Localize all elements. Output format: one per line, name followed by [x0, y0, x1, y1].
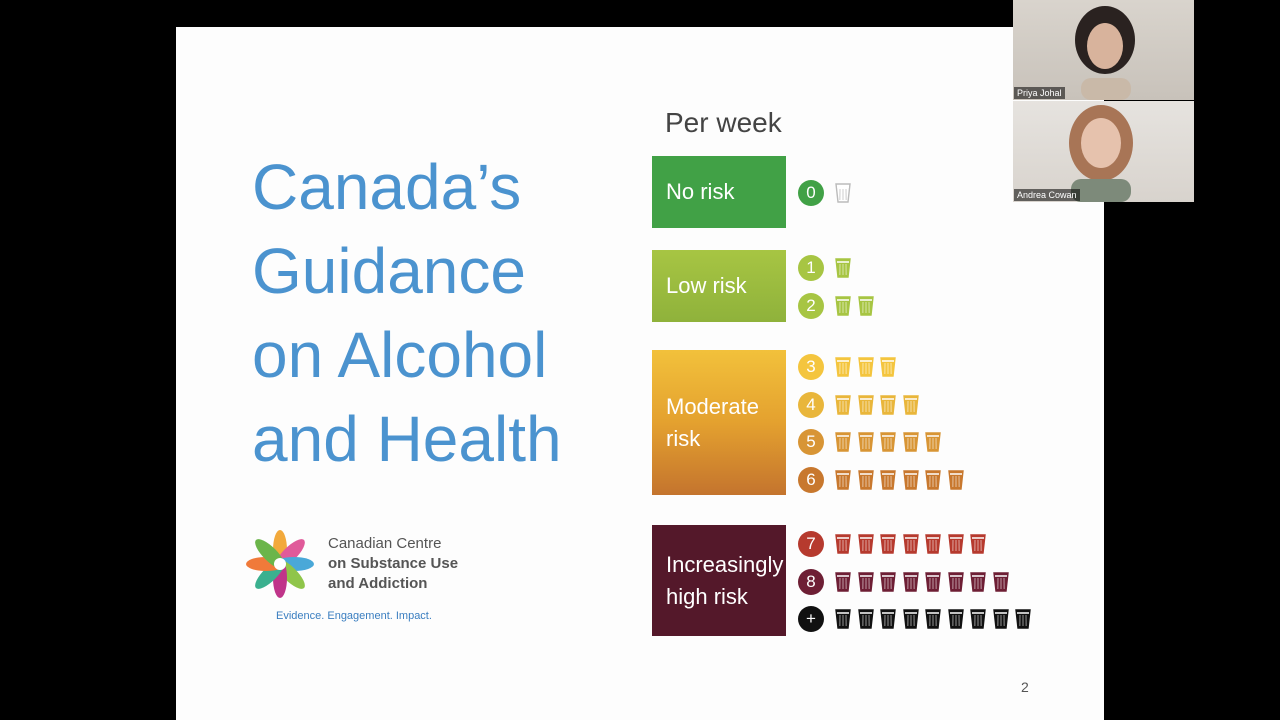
drink-glass-icon: [992, 572, 1009, 592]
drink-glass-icon: [857, 357, 874, 377]
drink-count-badge: 5: [798, 429, 824, 455]
drink-count-badge: 4: [798, 392, 824, 418]
drink-count-badge: 8: [798, 569, 824, 595]
drink-glass-icon: [925, 534, 941, 554]
drink-count-badge: 6: [798, 467, 824, 493]
drink-glass-icon: [880, 395, 896, 415]
drink-glass-icon: [947, 609, 964, 629]
org-line: Canadian Centre: [328, 535, 442, 552]
low-risk-box: Low risk: [652, 250, 786, 322]
page-number: 2: [1021, 679, 1029, 695]
drink-glass-icon: [835, 534, 851, 554]
drink-glass-icon: [970, 572, 986, 592]
no-risk-box: No risk: [652, 156, 786, 228]
drink-glass-icon: [925, 609, 941, 629]
participant-name: Andrea Cowan: [1014, 189, 1080, 201]
high-risk-label: Increasingly: [666, 551, 784, 577]
moderate-risk-label: risk: [666, 425, 701, 451]
title-line: and Health: [252, 403, 562, 475]
drink-count-badge: 2: [798, 293, 824, 319]
participant-video-tile[interactable]: Priya Johal: [1013, 0, 1194, 100]
ccsa-logo-icon: [246, 530, 314, 598]
participant-video-tile[interactable]: Andrea Cowan: [1013, 101, 1194, 202]
drink-glass-icon: [925, 572, 941, 592]
drink-glass-icon: [902, 572, 919, 592]
org-tagline: Evidence. Engagement. Impact.: [276, 610, 432, 622]
drink-glass-icon: [902, 470, 919, 490]
title-line: Guidance: [252, 235, 526, 307]
drink-glass-icon: [835, 572, 851, 592]
drink-glass-icon: [857, 609, 874, 629]
low-risk-label: Low risk: [666, 273, 747, 298]
drink-glass-icon: [902, 395, 919, 415]
drink-glass-icon: [835, 258, 851, 278]
org-line: on Substance Use: [328, 555, 459, 572]
drink-glass-icon: [857, 572, 874, 592]
drink-row: 0: [798, 179, 857, 207]
drink-glass-icon: [947, 572, 964, 592]
slide-title: Canada’s Guidance on Alcohol and Health: [252, 145, 632, 481]
drink-row: 5: [798, 428, 947, 456]
drink-row: 4: [798, 391, 924, 419]
drink-row: 6: [798, 466, 969, 494]
per-week-heading: Per week: [665, 107, 782, 138]
drink-row: +: [798, 605, 1037, 633]
drink-glass-icon: [880, 572, 896, 592]
no-risk-label: No risk: [666, 179, 735, 204]
moderate-risk-box: Moderate risk: [652, 350, 786, 495]
drink-glass-icon: [857, 395, 874, 415]
title-line: Canada’s: [252, 151, 522, 223]
drink-count-badge: +: [798, 606, 824, 632]
drink-glass-icon: [835, 183, 851, 203]
drink-count-badge: 1: [798, 255, 824, 281]
drink-glass-icon: [835, 296, 851, 316]
drink-glass-icon: [902, 534, 919, 554]
drink-glass-icon: [835, 395, 851, 415]
drink-glass-icon: [880, 534, 896, 554]
drink-glass-icon: [880, 432, 896, 452]
drink-glass-icon: [857, 296, 874, 316]
title-line: on Alcohol: [252, 319, 548, 391]
drink-glass-icon: [947, 470, 964, 490]
drink-glass-icon: [992, 609, 1009, 629]
drink-glass-icon: [835, 609, 851, 629]
drink-glass-icon: [925, 470, 941, 490]
drink-glass-icon: [880, 470, 896, 490]
drink-row: 8: [798, 568, 1014, 596]
drink-row: 3: [798, 353, 902, 381]
moderate-risk-label: Moderate: [666, 393, 759, 419]
drink-row: 2: [798, 292, 879, 320]
drink-glass-icon: [835, 357, 851, 377]
org-name: Canadian Centre on Substance Use and Add…: [328, 534, 458, 594]
presentation-slide: Canada’s Guidance on Alcohol and Health …: [176, 27, 1104, 720]
drink-glass-icon: [902, 432, 919, 452]
drink-glass-icon: [835, 470, 851, 490]
drink-glass-icon: [835, 432, 851, 452]
drink-glass-icon: [970, 609, 986, 629]
drink-glass-icon: [925, 432, 941, 452]
drink-count-badge: 0: [798, 180, 824, 206]
drink-glass-icon: [857, 470, 874, 490]
drink-glass-icon: [947, 534, 964, 554]
drink-count-badge: 3: [798, 354, 824, 380]
drink-glass-icon: [880, 357, 896, 377]
drink-glass-icon: [857, 534, 874, 554]
participant-avatar: [1075, 6, 1135, 100]
drink-glass-icon: [902, 609, 919, 629]
drink-row: 7: [798, 530, 992, 558]
participant-name: Priya Johal: [1014, 87, 1065, 99]
high-risk-label: high risk: [666, 583, 748, 609]
drink-count-badge: 7: [798, 531, 824, 557]
drink-glass-icon: [1015, 609, 1031, 629]
drink-glass-icon: [880, 609, 896, 629]
drink-glass-icon: [970, 534, 986, 554]
drink-row: 1: [798, 254, 857, 282]
participant-avatar: [1069, 105, 1133, 202]
org-line: and Addiction: [328, 575, 428, 592]
drink-glass-icon: [857, 432, 874, 452]
high-risk-box: Increasingly high risk: [652, 525, 786, 636]
